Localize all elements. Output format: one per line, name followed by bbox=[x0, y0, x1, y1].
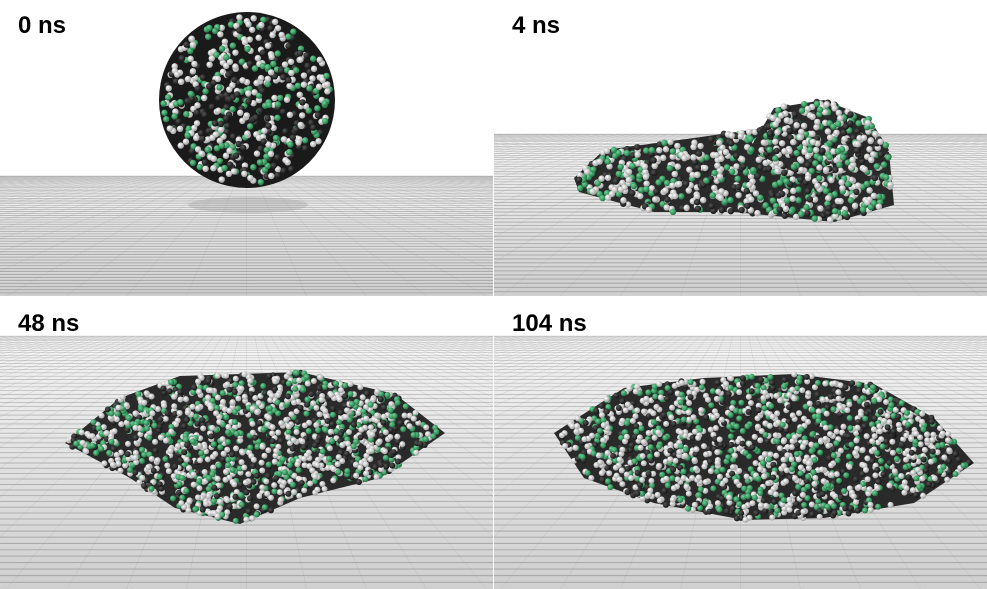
surface-scene bbox=[0, 335, 493, 589]
time-label: 0 ns bbox=[18, 12, 67, 39]
time-label: 4 ns bbox=[512, 12, 561, 39]
panel-48ns: 48 ns bbox=[0, 298, 493, 589]
panel-4ns: 4 ns bbox=[494, 0, 987, 296]
surface-scene bbox=[494, 335, 987, 589]
surface-scene bbox=[494, 98, 987, 296]
surface-scene bbox=[0, 12, 493, 296]
panel-104ns: 104 ns bbox=[494, 298, 987, 589]
time-label: 48 ns bbox=[18, 310, 80, 337]
time-label: 104 ns bbox=[512, 310, 587, 337]
panel-0ns: 0 ns bbox=[0, 0, 493, 296]
